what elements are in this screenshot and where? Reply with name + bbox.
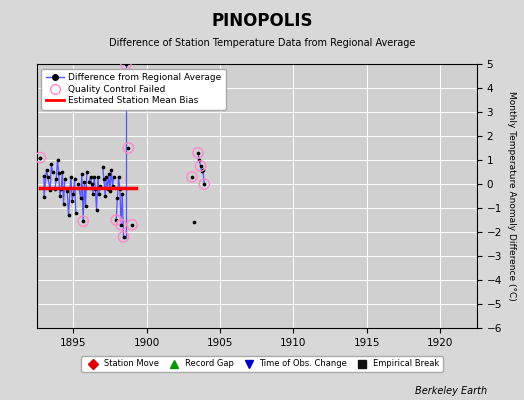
Point bbox=[194, 150, 202, 156]
Point bbox=[116, 186, 124, 192]
Point bbox=[79, 218, 88, 224]
Point bbox=[36, 154, 45, 161]
Point bbox=[51, 186, 59, 192]
Point bbox=[105, 171, 113, 178]
Point bbox=[61, 176, 69, 182]
Point bbox=[57, 186, 66, 192]
Point bbox=[106, 188, 114, 194]
Point bbox=[70, 176, 79, 182]
Point bbox=[58, 169, 67, 175]
Point bbox=[122, 61, 130, 67]
Point bbox=[128, 222, 136, 228]
Point bbox=[99, 164, 107, 170]
Point bbox=[112, 217, 121, 223]
Point bbox=[190, 219, 199, 226]
Point bbox=[107, 166, 115, 173]
Point bbox=[110, 174, 118, 180]
Legend: Difference from Regional Average, Quality Control Failed, Estimated Station Mean: Difference from Regional Average, Qualit… bbox=[41, 68, 226, 110]
Point bbox=[72, 210, 80, 216]
Point bbox=[199, 166, 207, 173]
Point bbox=[96, 183, 104, 190]
Point bbox=[108, 183, 117, 190]
Point bbox=[195, 157, 203, 163]
Point bbox=[79, 218, 88, 224]
Y-axis label: Monthly Temperature Anomaly Difference (°C): Monthly Temperature Anomaly Difference (… bbox=[507, 91, 516, 301]
Point bbox=[194, 150, 202, 156]
Point bbox=[124, 145, 133, 151]
Point bbox=[59, 201, 68, 208]
Point bbox=[89, 190, 97, 197]
Point bbox=[117, 222, 125, 228]
Point bbox=[53, 157, 62, 163]
Point bbox=[200, 181, 209, 187]
Point bbox=[92, 207, 101, 214]
Point bbox=[40, 172, 48, 179]
Point bbox=[117, 222, 125, 228]
Point bbox=[86, 174, 95, 180]
Point bbox=[114, 174, 123, 180]
Point bbox=[77, 195, 85, 202]
Point bbox=[113, 195, 122, 202]
Point bbox=[124, 145, 133, 151]
Point bbox=[74, 181, 82, 187]
Point bbox=[95, 190, 103, 197]
Point bbox=[78, 171, 86, 178]
Point bbox=[122, 61, 130, 67]
Point bbox=[196, 163, 205, 169]
Point bbox=[188, 174, 196, 180]
Point bbox=[100, 176, 108, 182]
Point bbox=[128, 222, 136, 228]
Text: Difference of Station Temperature Data from Regional Average: Difference of Station Temperature Data f… bbox=[109, 38, 415, 48]
Point bbox=[40, 194, 48, 200]
Point bbox=[68, 198, 77, 204]
Point bbox=[80, 178, 89, 185]
Point bbox=[56, 193, 64, 199]
Point bbox=[88, 181, 96, 187]
Point bbox=[46, 187, 54, 193]
Point bbox=[52, 176, 60, 182]
Point bbox=[118, 190, 126, 197]
Point bbox=[48, 169, 57, 175]
Point bbox=[103, 186, 112, 192]
Text: Berkeley Earth: Berkeley Earth bbox=[415, 386, 487, 396]
Point bbox=[90, 174, 99, 180]
Point bbox=[102, 174, 111, 180]
Point bbox=[64, 212, 73, 218]
Point bbox=[119, 234, 128, 240]
Point bbox=[54, 170, 63, 176]
Point bbox=[43, 174, 52, 180]
Point bbox=[69, 190, 78, 197]
Point bbox=[36, 154, 45, 161]
Point bbox=[119, 234, 128, 240]
Point bbox=[42, 166, 51, 173]
Point bbox=[81, 202, 90, 209]
Point bbox=[112, 217, 121, 223]
Point bbox=[94, 174, 102, 180]
Point bbox=[101, 193, 110, 199]
Point bbox=[63, 188, 71, 194]
Point bbox=[91, 186, 100, 192]
Legend: Station Move, Record Gap, Time of Obs. Change, Empirical Break: Station Move, Record Gap, Time of Obs. C… bbox=[81, 356, 443, 372]
Point bbox=[67, 174, 75, 180]
Text: PINOPOLIS: PINOPOLIS bbox=[211, 12, 313, 30]
Point bbox=[196, 163, 205, 169]
Point bbox=[47, 160, 56, 167]
Point bbox=[83, 169, 91, 175]
Point bbox=[188, 174, 196, 180]
Point bbox=[200, 181, 209, 187]
Point bbox=[198, 168, 206, 174]
Point bbox=[36, 154, 45, 161]
Point bbox=[85, 178, 93, 185]
